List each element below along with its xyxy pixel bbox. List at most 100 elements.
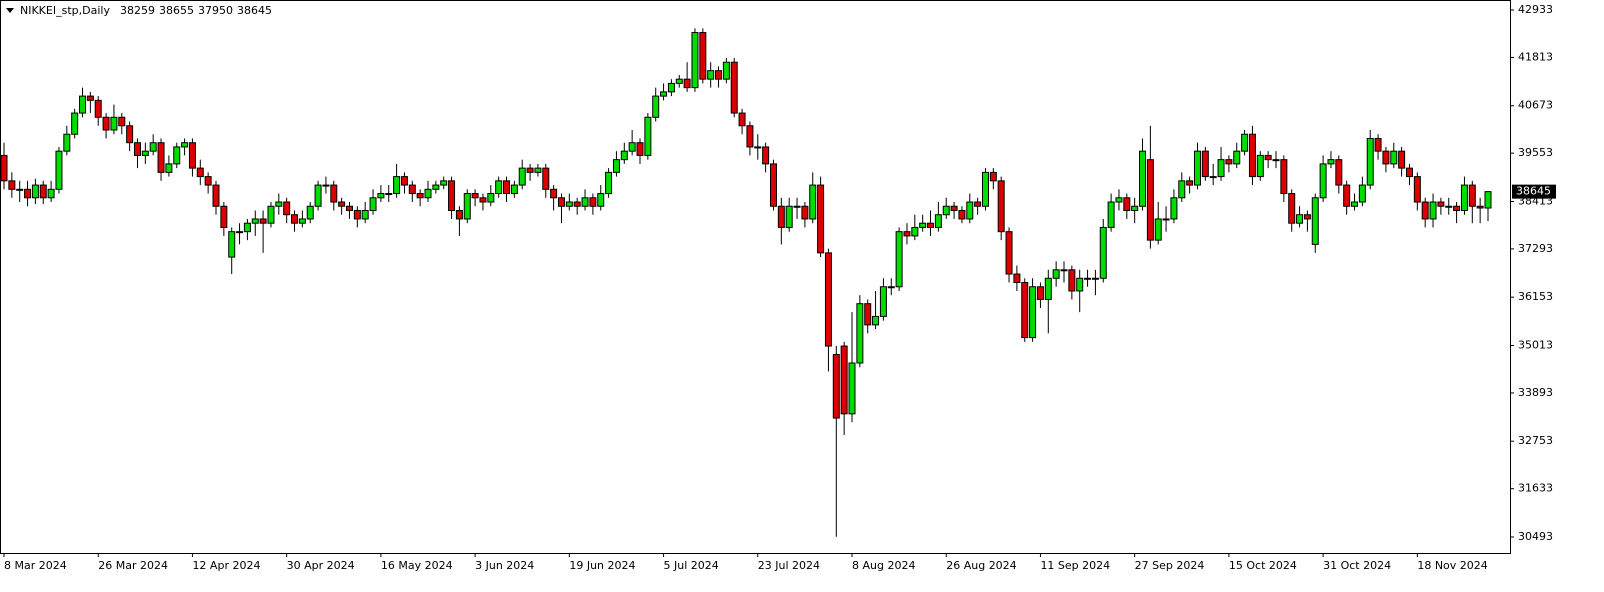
- candle-body: [1186, 180, 1194, 186]
- candle-body: [0, 154, 8, 182]
- candle-body: [1288, 193, 1296, 224]
- candle-body: [1398, 150, 1406, 169]
- x-tick-label: 18 Nov 2024: [1417, 559, 1487, 572]
- candle-body: [1060, 269, 1068, 272]
- collapse-arrow[interactable]: [6, 8, 14, 13]
- candle-body: [102, 116, 110, 131]
- candle-body: [63, 133, 71, 152]
- header-close: 38645: [237, 4, 272, 17]
- candle-body: [1209, 176, 1217, 179]
- candle-body: [1256, 154, 1264, 178]
- candle-body: [306, 205, 314, 220]
- candle-body: [369, 197, 377, 211]
- candle-body: [361, 209, 369, 220]
- candle-body: [1248, 133, 1256, 178]
- candle-body: [267, 205, 275, 224]
- candle-body: [1146, 159, 1154, 241]
- candle-body: [275, 201, 283, 207]
- header-open: 38259: [120, 4, 155, 17]
- candle-body: [1366, 137, 1374, 186]
- candle-body: [1076, 277, 1084, 292]
- candle-body: [557, 197, 565, 207]
- candle-body: [934, 214, 942, 228]
- candle-body: [534, 167, 542, 173]
- candle-body: [510, 184, 518, 195]
- candle-body: [722, 61, 730, 80]
- candle-body: [942, 205, 950, 216]
- y-tick-label: 33893: [1518, 386, 1553, 399]
- candle-body: [228, 231, 236, 258]
- candle-body: [479, 197, 487, 203]
- candle-body: [31, 184, 39, 199]
- candle-body: [777, 205, 785, 228]
- candle-body: [864, 303, 872, 326]
- candle-body: [550, 188, 558, 199]
- candle-body: [707, 70, 715, 80]
- candle-body: [345, 205, 353, 211]
- candle-body: [581, 197, 589, 207]
- candle-body: [1044, 277, 1052, 300]
- candle-body: [408, 184, 416, 195]
- candle-body: [683, 78, 691, 89]
- candle-body: [895, 231, 903, 288]
- candle-body: [597, 193, 605, 207]
- candle-body: [1139, 150, 1147, 207]
- price-box: [1512, 184, 1556, 199]
- candle-body: [966, 201, 974, 220]
- price-label: 38645: [1516, 185, 1551, 198]
- candle-body: [1476, 205, 1484, 209]
- candle-body: [173, 146, 181, 165]
- candle-body: [39, 184, 47, 199]
- candle-body: [1413, 176, 1421, 203]
- candle-body: [660, 91, 668, 97]
- candle-body: [353, 209, 361, 220]
- candle-body: [1154, 218, 1162, 241]
- candle-body: [1374, 137, 1382, 152]
- candle-body: [636, 142, 644, 156]
- x-tick-label: 3 Jun 2024: [475, 559, 534, 572]
- candle-body: [1303, 214, 1311, 220]
- candle-body: [809, 184, 817, 220]
- candle-body: [141, 150, 149, 156]
- candle-body: [47, 188, 55, 199]
- candle-body: [620, 150, 628, 161]
- candle-body: [251, 218, 259, 224]
- candle-body: [149, 142, 157, 152]
- candle-body: [322, 184, 330, 187]
- x-tick-label: 8 Aug 2024: [852, 559, 915, 572]
- candle-body: [1351, 201, 1359, 207]
- candle-body: [1170, 197, 1178, 220]
- candle-body: [824, 252, 832, 347]
- y-tick-label: 32753: [1518, 434, 1553, 447]
- candle-body: [1421, 201, 1429, 220]
- candle-body: [730, 61, 738, 114]
- candle-body: [1201, 150, 1209, 178]
- candle-body: [503, 180, 511, 195]
- plot-frame: [0, 0, 1511, 554]
- candle-body: [832, 354, 840, 419]
- candle-body: [526, 167, 534, 173]
- candle-body: [1484, 191, 1492, 209]
- candle-body: [1084, 277, 1092, 280]
- candle-body: [817, 184, 825, 254]
- candle-body: [1193, 150, 1201, 186]
- candle-body: [1052, 269, 1060, 279]
- candle-body: [377, 193, 385, 199]
- candle-body: [675, 78, 683, 84]
- candle-body: [793, 205, 801, 208]
- candle-body: [903, 231, 911, 237]
- candle-body: [667, 82, 675, 93]
- y-tick-label: 42933: [1518, 3, 1553, 16]
- candle-body: [769, 163, 777, 207]
- candle-body: [1099, 226, 1107, 279]
- x-tick-label: 15 Oct 2024: [1229, 559, 1297, 572]
- candle-body: [605, 171, 613, 195]
- candle-body: [691, 32, 699, 89]
- candle-body: [1429, 201, 1437, 220]
- candle-body: [1272, 159, 1280, 162]
- candle-body: [1453, 205, 1461, 211]
- candle-body: [856, 303, 864, 364]
- y-tick-label: 35013: [1518, 339, 1553, 352]
- candle-body: [314, 184, 322, 207]
- candle-body: [471, 193, 479, 199]
